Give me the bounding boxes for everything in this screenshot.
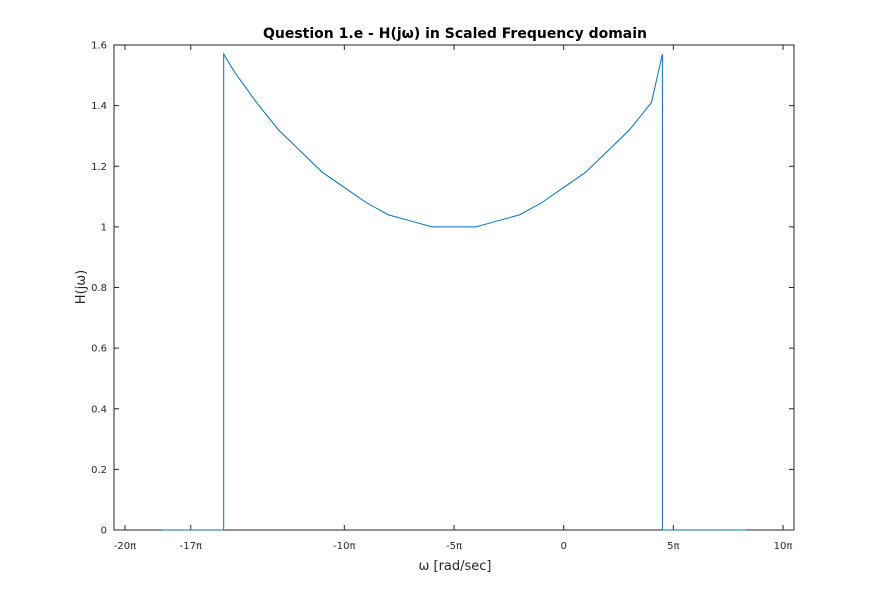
y-tick-label: 0.8 xyxy=(91,283,107,294)
x-tick-label: -20π xyxy=(114,541,136,552)
y-tick-label: 1.6 xyxy=(91,41,107,52)
plot-area xyxy=(113,44,795,531)
y-tick-label: 1 xyxy=(101,222,107,233)
x-tick-label: -5π xyxy=(446,541,462,552)
y-tick-label: 0.6 xyxy=(91,344,107,355)
x-tick-label: -17π xyxy=(180,541,202,552)
x-tick-label: 5π xyxy=(667,541,679,552)
x-tick-label: 0 xyxy=(560,541,566,552)
y-tick-label: 1.2 xyxy=(91,162,107,173)
y-tick-label: 1.4 xyxy=(91,101,107,112)
chart-title: Question 1.e - H(jω) in Scaled Frequency… xyxy=(263,26,647,42)
x-axis-label: ω [rad/sec] xyxy=(418,559,491,574)
x-tick-label: 10π xyxy=(774,541,793,552)
x-axis: -20π -17π -10π -5π 0 5π 10π xyxy=(114,45,793,552)
series-line xyxy=(162,52,746,531)
y-axis: 0 0.2 0.4 0.6 0.8 1 1.2 1.4 1.6 xyxy=(91,41,794,537)
y-axis-label: H(jω) xyxy=(74,270,89,304)
y-tick-label: 0.4 xyxy=(91,404,107,415)
y-tick-label: 0.2 xyxy=(91,465,107,476)
x-tick-label: -10π xyxy=(333,541,355,552)
y-tick-label: 0 xyxy=(101,526,107,537)
